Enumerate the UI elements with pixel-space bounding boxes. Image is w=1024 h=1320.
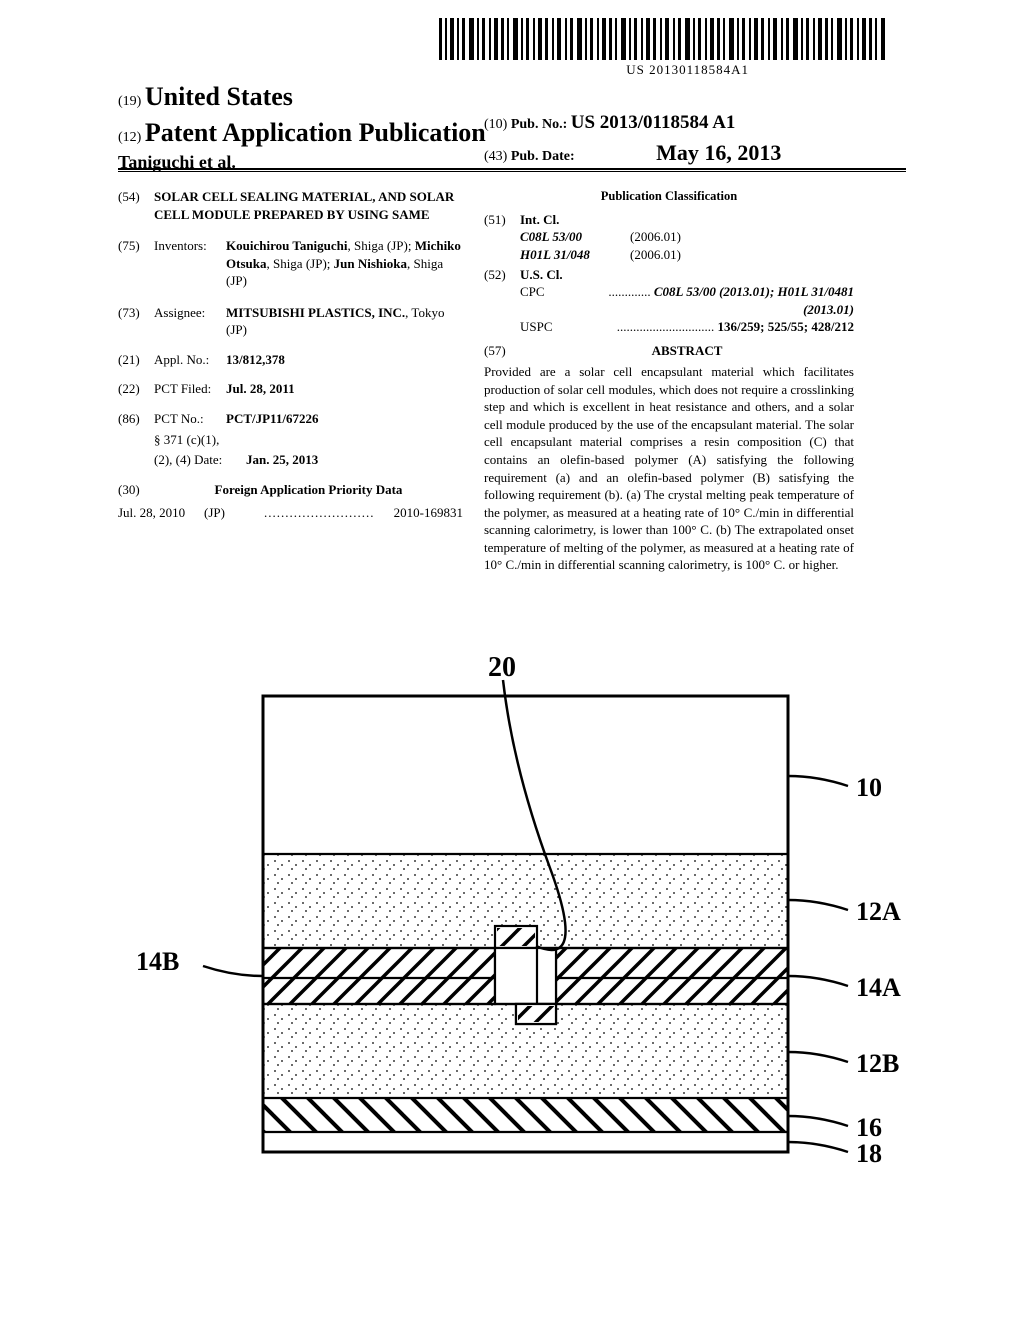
header-left: (19) United States (12) Patent Applicati… <box>118 82 486 173</box>
column-left: (54) SOLAR CELL SEALING MATERIAL, AND SO… <box>118 188 463 526</box>
pub-type: Patent Application Publication <box>145 118 486 147</box>
header-rule <box>118 168 906 172</box>
pub-date: May 16, 2013 <box>656 140 781 165</box>
intcl-field: (51) Int. Cl. C08L 53/00 (2006.01) H01L … <box>484 211 854 264</box>
fig-label-18: 18 <box>856 1139 882 1168</box>
figure: 20 10 12A 14A 12B 16 18 14B <box>118 648 906 1228</box>
pub-no-label: Pub. No.: <box>511 117 567 132</box>
fig-label-16: 16 <box>856 1113 882 1142</box>
abstract: Provided are a solar cell encapsulant ma… <box>484 363 854 574</box>
pub-date-label: Pub. Date: <box>511 149 575 164</box>
pub-no: US 2013/0118584 A1 <box>571 112 736 133</box>
foreign-num: 2010-169831 <box>373 504 463 522</box>
intcl-label: Int. Cl. <box>520 211 854 229</box>
dots: .............................. <box>617 319 715 334</box>
uspc-label: USPC <box>520 318 566 336</box>
foreign-row: Jul. 28, 2010 (JP) .....................… <box>118 504 463 522</box>
pub-date-line: (43) Pub. Date: May 16, 2013 <box>484 140 781 166</box>
intcl-2-year: (2006.01) <box>630 246 681 264</box>
cpc-line: CPC ............. C08L 53/00 (2013.01); … <box>520 283 854 318</box>
abstract-heading-row: (57) ABSTRACT <box>484 342 854 364</box>
code-57: (57) <box>484 342 520 364</box>
code-12: (12) <box>118 130 141 145</box>
pctfiled-label: PCT Filed: <box>154 380 226 398</box>
header-right: (10) Pub. No.: US 2013/0118584 A1 (43) P… <box>484 112 781 166</box>
code-43: (43) <box>484 149 507 164</box>
pub-no-line: (10) Pub. No.: US 2013/0118584 A1 <box>484 112 781 134</box>
uscl-label: U.S. Cl. <box>520 266 854 284</box>
intcl-1-code: C08L 53/00 <box>520 228 630 246</box>
fig-label-12A: 12A <box>856 897 901 926</box>
s371-label: § 371 (c)(1), <box>154 431 463 449</box>
applno-label: Appl. No.: <box>154 351 226 369</box>
applno-field: (21) Appl. No.: 13/812,378 <box>118 351 463 369</box>
classification-heading: Publication Classification <box>484 188 854 205</box>
inventors: Kouichirou Taniguchi, Shiga (JP); Michik… <box>226 237 463 290</box>
title-field: (54) SOLAR CELL SEALING MATERIAL, AND SO… <box>118 188 463 223</box>
title: SOLAR CELL SEALING MATERIAL, AND SOLAR C… <box>154 188 463 223</box>
assignee: MITSUBISHI PLASTICS, INC., Tokyo (JP) <box>226 304 463 339</box>
uspc-val: 136/259; 525/55; 428/212 <box>718 319 855 334</box>
pctno-label: PCT No.: <box>154 410 226 428</box>
barcode <box>439 18 889 60</box>
assignee-field: (73) Assignee: MITSUBISHI PLASTICS, INC.… <box>118 304 463 339</box>
abstract-label: ABSTRACT <box>520 342 854 360</box>
fig-label-14A: 14A <box>856 973 901 1002</box>
code-30: (30) <box>118 481 154 499</box>
intcl-1-year: (2006.01) <box>630 228 681 246</box>
column-right: Publication Classification (51) Int. Cl.… <box>484 188 854 574</box>
intcl-2-code: H01L 31/048 <box>520 246 630 264</box>
foreign-country: (JP) <box>204 504 264 522</box>
intcl-row-2: H01L 31/048 (2006.01) <box>520 246 854 264</box>
code-10: (10) <box>484 117 507 132</box>
code-22: (22) <box>118 380 154 398</box>
s371-date: Jan. 25, 2013 <box>246 451 463 469</box>
foreign-date: Jul. 28, 2010 <box>118 504 204 522</box>
fig-label-20: 20 <box>488 652 516 683</box>
s371-field: § 371 (c)(1), <box>118 431 463 449</box>
figure-svg: 20 10 12A 14A 12B 16 18 14B <box>118 648 906 1228</box>
s371-date-label: (2), (4) Date: <box>154 451 246 469</box>
code-54: (54) <box>118 188 154 223</box>
code-73: (73) <box>118 304 154 339</box>
uscl-field: (52) U.S. Cl. CPC ............. C08L 53/… <box>484 266 854 336</box>
code-51: (51) <box>484 211 520 264</box>
pub-type-line: (12) Patent Application Publication <box>118 118 486 148</box>
inventors-label: Inventors: <box>154 237 226 290</box>
barcode-svg <box>439 18 889 60</box>
s371-date-field: (2), (4) Date: Jan. 25, 2013 <box>118 451 463 469</box>
pctno-field: (86) PCT No.: PCT/JP11/67226 <box>118 410 463 428</box>
code-52: (52) <box>484 266 520 336</box>
applno: 13/812,378 <box>226 351 463 369</box>
code-86: (86) <box>118 410 154 428</box>
pctfiled: Jul. 28, 2011 <box>226 380 463 398</box>
cpc-val: C08L 53/00 (2013.01); H01L 31/0481 (2013… <box>654 284 854 317</box>
pctfiled-field: (22) PCT Filed: Jul. 28, 2011 <box>118 380 463 398</box>
code-75: (75) <box>118 237 154 290</box>
assignee-label: Assignee: <box>154 304 226 339</box>
cpc-label: CPC <box>520 283 566 318</box>
intcl-row-1: C08L 53/00 (2006.01) <box>520 228 854 246</box>
inventors-field: (75) Inventors: Kouichirou Taniguchi, Sh… <box>118 237 463 290</box>
country-line: (19) United States <box>118 82 486 112</box>
uspc-line: USPC .............................. 136/… <box>520 318 854 336</box>
pctno: PCT/JP11/67226 <box>226 410 463 428</box>
barcode-number: US 20130118584A1 <box>626 62 749 78</box>
foreign-heading: Foreign Application Priority Data <box>154 481 463 499</box>
fig-label-12B: 12B <box>856 1049 899 1078</box>
fig-label-14B: 14B <box>136 947 179 976</box>
fig-label-10: 10 <box>856 773 882 802</box>
dots: ............. <box>608 284 650 299</box>
code-19: (19) <box>118 94 141 109</box>
country: United States <box>145 82 293 111</box>
dots: ................................ <box>264 504 373 522</box>
foreign-heading-row: (30) Foreign Application Priority Data <box>118 481 463 499</box>
code-21: (21) <box>118 351 154 369</box>
